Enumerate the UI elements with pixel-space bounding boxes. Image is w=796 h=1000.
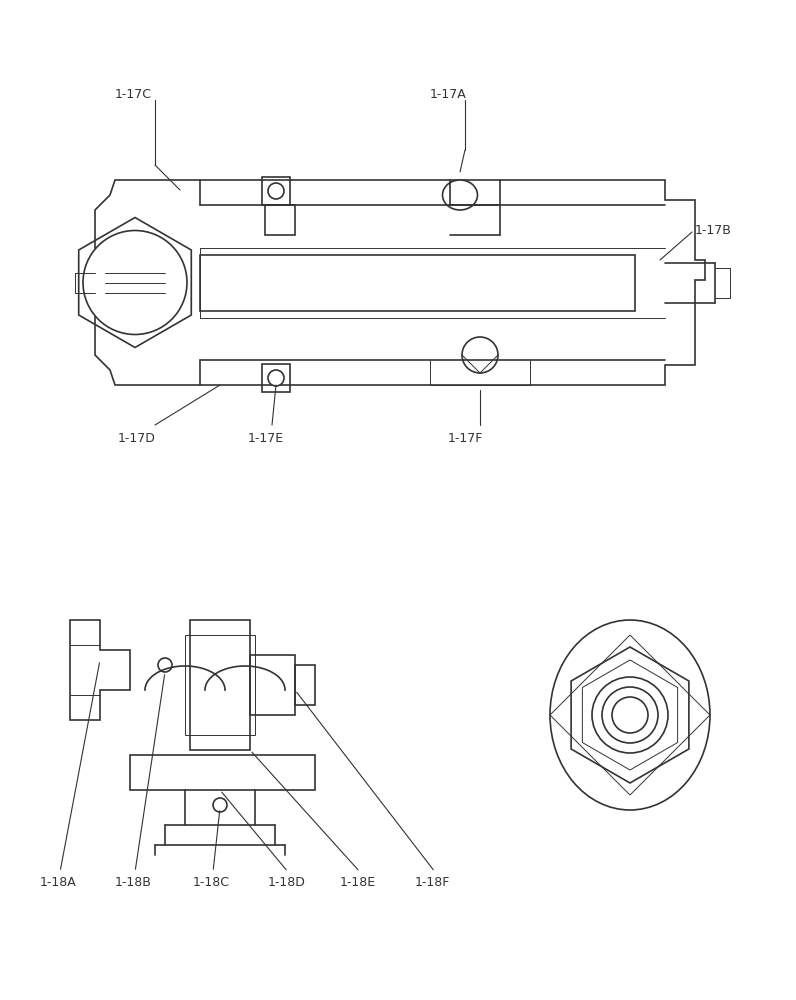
- Text: 1-17B: 1-17B: [695, 224, 732, 236]
- Bar: [265, 205, 295, 235]
- Ellipse shape: [443, 180, 478, 210]
- Bar: [190, 620, 250, 750]
- Text: 1-18F: 1-18F: [415, 876, 451, 888]
- Circle shape: [268, 370, 284, 386]
- Bar: [200, 254, 635, 310]
- Circle shape: [462, 337, 498, 373]
- Bar: [262, 364, 290, 392]
- Circle shape: [592, 677, 668, 753]
- Circle shape: [158, 658, 172, 672]
- Bar: [130, 755, 315, 790]
- Text: 1-17A: 1-17A: [430, 89, 466, 102]
- Text: 1-17E: 1-17E: [248, 432, 284, 444]
- Text: 1-18C: 1-18C: [193, 876, 230, 888]
- Text: 1-18A: 1-18A: [40, 876, 76, 888]
- Text: 1-18D: 1-18D: [268, 876, 306, 888]
- Bar: [295, 665, 315, 705]
- Text: 1-17F: 1-17F: [448, 432, 483, 444]
- Text: 1-17D: 1-17D: [118, 432, 156, 444]
- Ellipse shape: [550, 620, 710, 810]
- Circle shape: [612, 697, 648, 733]
- Circle shape: [83, 231, 187, 334]
- Text: 1-18B: 1-18B: [115, 876, 152, 888]
- Circle shape: [213, 798, 227, 812]
- Circle shape: [602, 687, 658, 743]
- Bar: [185, 635, 255, 735]
- Text: 1-17C: 1-17C: [115, 89, 152, 102]
- Circle shape: [268, 183, 284, 199]
- Text: 1-18E: 1-18E: [340, 876, 377, 888]
- Bar: [262, 177, 290, 205]
- Bar: [250, 655, 295, 715]
